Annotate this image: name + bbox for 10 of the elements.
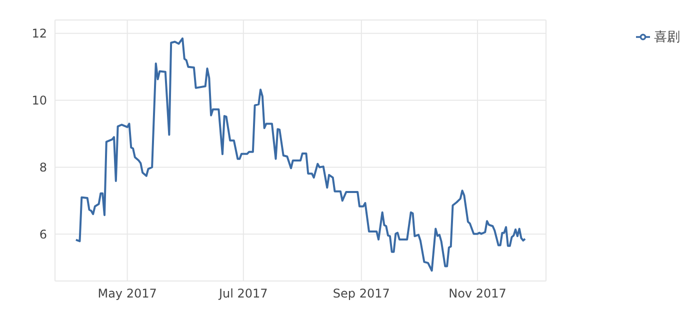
legend-label: 喜剧 bbox=[654, 30, 680, 45]
y-tick-label: 8 bbox=[39, 160, 47, 174]
y-tick-label: 10 bbox=[32, 94, 47, 108]
x-tick-label: May 2017 bbox=[98, 286, 157, 301]
x-tick-label: Sep 2017 bbox=[332, 286, 390, 301]
x-tick-label: Jul 2017 bbox=[218, 286, 268, 301]
y-tick-label: 6 bbox=[39, 227, 47, 242]
y-tick-label: 12 bbox=[32, 26, 47, 41]
x-tick-label: Nov 2017 bbox=[448, 286, 506, 301]
line-series bbox=[74, 37, 526, 272]
